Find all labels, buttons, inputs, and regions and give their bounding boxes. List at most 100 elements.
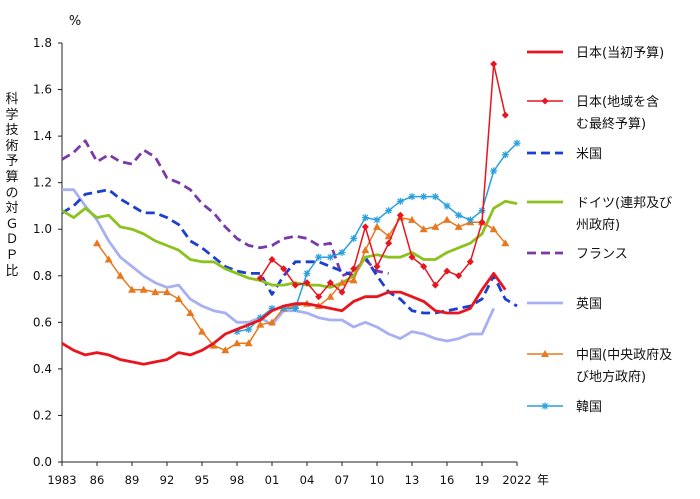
data-point	[373, 216, 381, 224]
data-point	[256, 314, 264, 322]
legend-label: 日本(地域を含	[576, 94, 659, 110]
y-tick-label: 1.8	[33, 36, 52, 50]
data-point	[541, 402, 549, 410]
x-tick-label: 86	[90, 473, 105, 487]
data-point	[256, 320, 265, 328]
x-tick-label: 2022	[502, 473, 531, 487]
x-tick-label: 89	[125, 473, 140, 487]
data-point	[490, 60, 498, 68]
legend-label: 韓国	[576, 400, 602, 415]
y-axis-title-char: 科	[5, 92, 19, 107]
y-tick-label: 0.6	[33, 315, 52, 329]
data-point	[268, 255, 276, 263]
legend-item: 米国	[527, 147, 602, 162]
y-axis-unit: %	[69, 14, 81, 29]
x-tick-label: 92	[160, 473, 175, 487]
data-point	[338, 249, 346, 256]
data-point	[280, 265, 288, 273]
data-point	[431, 281, 439, 289]
data-point	[431, 222, 440, 230]
data-point	[245, 325, 253, 333]
y-axis-title-char: 学	[5, 107, 19, 123]
x-tick-label: 01	[265, 473, 280, 487]
data-point	[513, 139, 521, 147]
data-point	[489, 225, 498, 233]
y-axis-title-char: Ｐ	[5, 247, 19, 263]
series-5	[62, 188, 495, 343]
data-point	[431, 193, 439, 201]
data-point	[408, 215, 416, 223]
data-point	[541, 350, 549, 357]
series-7	[233, 139, 521, 336]
series-line	[61, 199, 518, 289]
data-point	[501, 151, 509, 159]
data-point	[291, 304, 299, 312]
data-point	[326, 279, 334, 287]
data-point	[501, 239, 510, 247]
data-point	[315, 253, 323, 261]
data-point	[408, 193, 416, 201]
legend-label: 英国	[576, 297, 602, 312]
data-point	[151, 288, 160, 296]
data-point	[338, 288, 346, 296]
data-point	[326, 253, 334, 261]
y-tick-label: 1.6	[33, 83, 52, 97]
data-point	[420, 262, 428, 270]
legend-item: 英国	[527, 297, 602, 312]
data-point	[104, 255, 113, 263]
data-point	[93, 239, 101, 247]
data-point	[315, 293, 323, 301]
data-point	[443, 215, 451, 223]
legend-label: 州政府)	[576, 218, 620, 233]
y-axis-title-char: 対	[5, 201, 19, 217]
data-point	[221, 346, 230, 354]
data-point	[233, 339, 241, 347]
series-0	[61, 271, 507, 366]
data-point	[361, 214, 369, 222]
data-point	[373, 262, 381, 270]
x-tick-label: 07	[335, 473, 350, 487]
legend-label: 中国(中央政府及	[576, 348, 672, 363]
y-axis-title-char: Ｇ	[5, 216, 19, 232]
data-point	[209, 341, 218, 349]
y-tick-label: 1.2	[33, 176, 52, 190]
data-point	[256, 274, 264, 282]
y-tick-label: 1.0	[33, 222, 52, 236]
series-line	[61, 271, 507, 366]
legend-label: 日本(当初予算)	[576, 46, 664, 61]
data-point	[466, 216, 474, 224]
series-3	[61, 199, 518, 289]
x-tick-label: 13	[405, 473, 420, 487]
x-tick-label: 98	[230, 473, 245, 487]
data-point	[350, 235, 358, 243]
legend-label: む最終予算)	[576, 116, 646, 132]
series-line	[61, 139, 389, 278]
data-point	[443, 267, 451, 275]
data-point	[455, 211, 463, 219]
data-point	[338, 278, 346, 286]
data-point	[443, 202, 451, 210]
y-tick-label: 0.0	[33, 455, 52, 469]
y-axis-title-char: 算	[5, 169, 19, 185]
data-point	[291, 281, 299, 289]
legend-item: 日本(当初予算)	[527, 46, 664, 61]
legend-label: び地方政府)	[576, 369, 646, 385]
data-point	[490, 167, 498, 175]
data-point	[396, 197, 404, 205]
data-point	[541, 97, 549, 105]
y-tick-label: 0.4	[33, 362, 52, 376]
data-point	[396, 211, 404, 219]
y-axis-title-char: 術	[5, 138, 19, 154]
y-tick-label: 1.4	[33, 129, 52, 143]
data-point	[233, 328, 241, 336]
data-point	[326, 292, 335, 300]
legend-item: フランス	[527, 247, 628, 262]
data-point	[139, 285, 148, 293]
data-point	[373, 222, 381, 230]
x-tick-label: 1983	[47, 473, 76, 487]
data-point	[349, 276, 358, 284]
data-point	[268, 318, 276, 326]
data-point	[303, 279, 311, 287]
